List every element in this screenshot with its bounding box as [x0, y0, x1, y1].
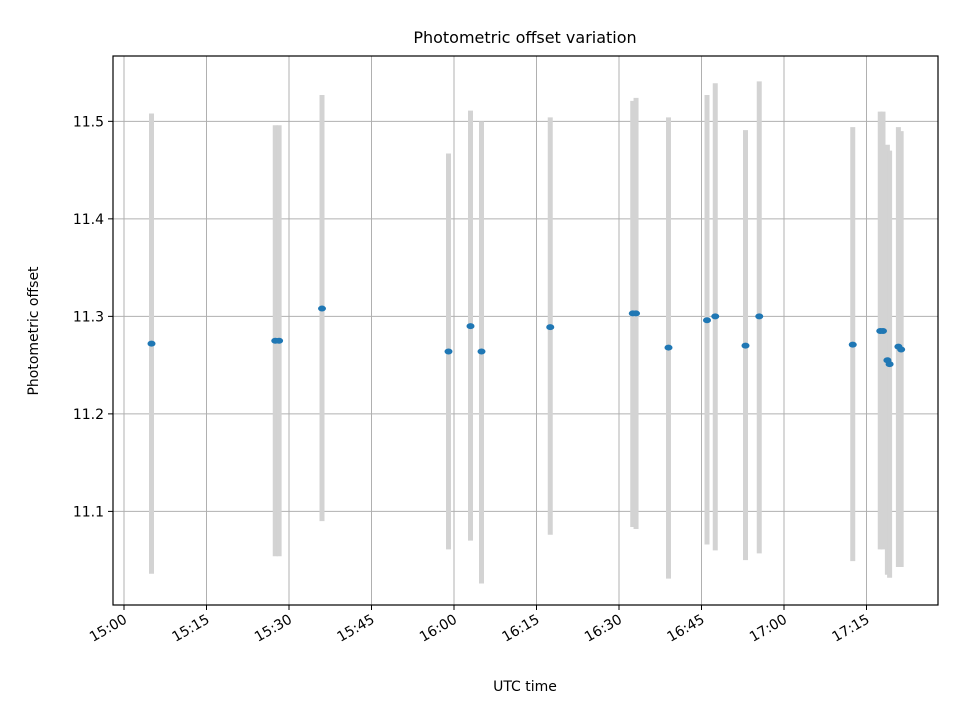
y-tick-label: 11.5 — [73, 114, 104, 130]
data-point — [741, 342, 750, 349]
data-point — [848, 341, 857, 348]
y-tick-label: 11.3 — [73, 309, 104, 325]
data-point — [755, 313, 764, 320]
y-tick-label: 11.1 — [73, 504, 104, 520]
y-tick-label: 11.4 — [73, 212, 104, 228]
chart-title: Photometric offset variation — [413, 28, 636, 47]
data-point — [711, 313, 720, 320]
grid-layer — [113, 56, 938, 605]
x-axis-label: UTC time — [493, 679, 557, 695]
data-point — [879, 327, 887, 334]
data-point — [632, 310, 641, 317]
data-point — [466, 323, 475, 330]
data-point — [477, 348, 486, 355]
data-point — [664, 344, 673, 351]
y-tick-label: 11.2 — [73, 407, 104, 423]
data-point — [444, 348, 453, 355]
y-axis-label: Photometric offset — [26, 266, 42, 396]
data-point — [147, 340, 156, 347]
data-point — [546, 324, 555, 331]
data-point — [703, 317, 711, 324]
data-point — [275, 337, 284, 344]
plot-frame — [112, 55, 939, 606]
data-point — [318, 305, 326, 312]
point-layer — [147, 305, 906, 368]
data-point — [885, 361, 894, 368]
data-point — [897, 346, 906, 353]
